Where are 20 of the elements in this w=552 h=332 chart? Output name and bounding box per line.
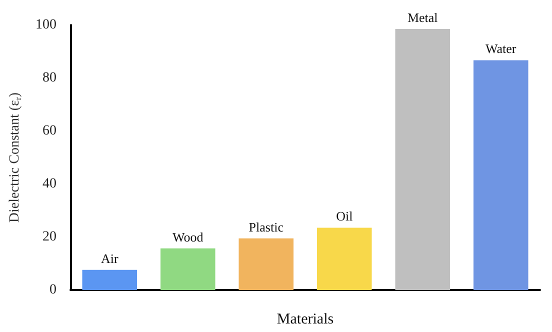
y-tick-label: 40 [42,176,56,192]
x-tick-label: Wood [172,229,204,244]
bar [395,28,450,290]
bar [160,248,216,290]
bar [238,238,294,290]
x-tick-label: Plastic [248,219,284,234]
bar [316,228,372,290]
y-tick-label: 60 [42,124,56,138]
y-axis-title: Dielectric Constant (εr) [8,92,23,223]
x-tick-label: Oil [336,208,354,224]
y-tick-label: 100 [36,18,56,32]
bar [473,60,528,290]
x-tick-label: Metal [407,10,438,25]
y-tick-label: 80 [42,70,56,86]
y-tick-label: 20 [42,230,56,244]
bar [82,270,138,290]
x-axis-title: Materials [276,312,334,328]
x-tick-label: Water [486,41,517,56]
x-tick-label: Air [100,250,119,266]
y-tick-label: 0 [50,282,56,298]
